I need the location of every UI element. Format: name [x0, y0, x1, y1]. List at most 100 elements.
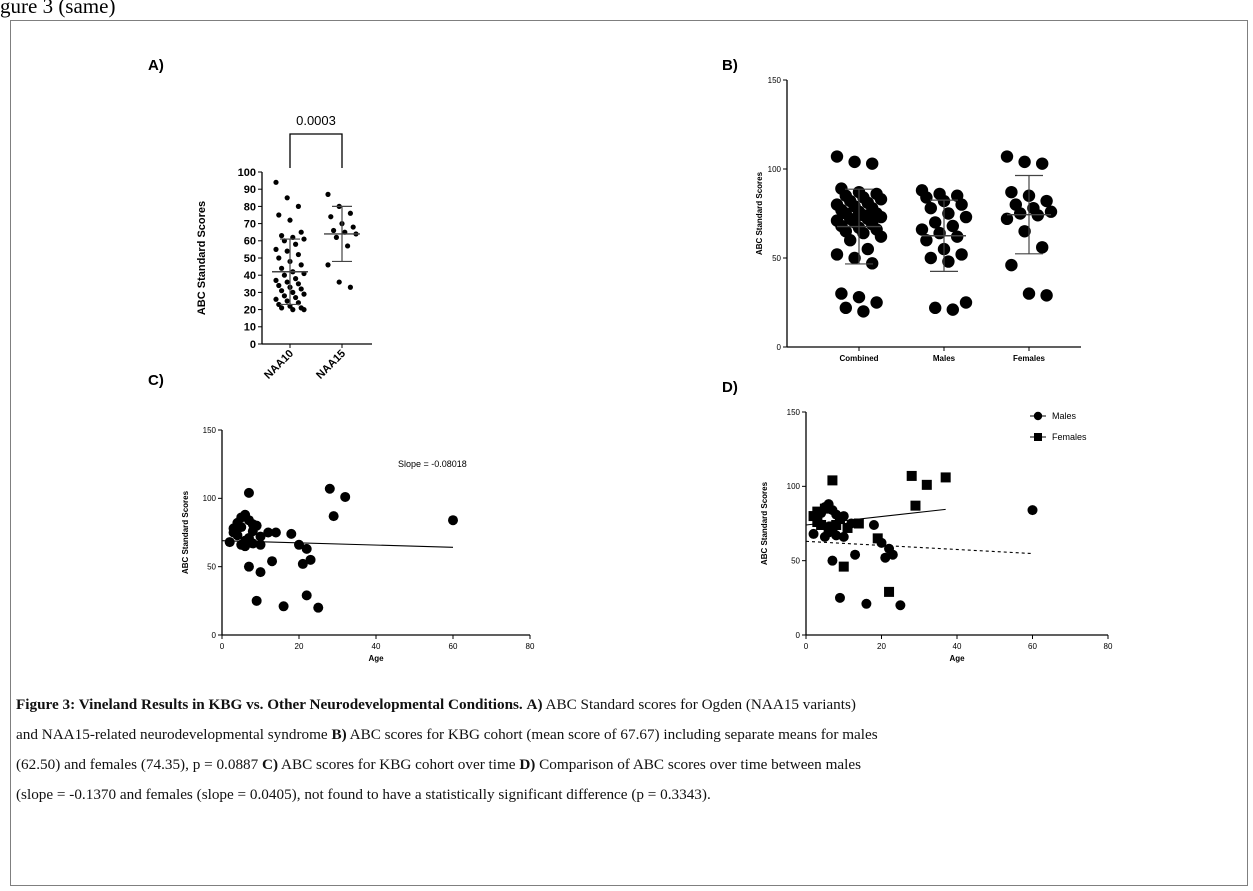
y-tick-label: 150 — [787, 408, 801, 417]
data-point-female — [884, 586, 895, 597]
data-point-male — [834, 592, 845, 603]
y-tick-label: 150 — [203, 426, 217, 435]
x-category-label: NAA10 — [262, 348, 296, 382]
data-point — [236, 522, 247, 533]
y-tick-label: 100 — [238, 167, 256, 179]
y-tick-label: 70 — [244, 218, 256, 230]
data-point — [290, 307, 296, 313]
y-tick-label: 0 — [250, 339, 256, 351]
data-point — [295, 251, 301, 258]
data-point — [293, 241, 299, 247]
data-point — [276, 255, 282, 261]
caption-text-d2: (slope = -0.1370 and females (slope = 0.… — [16, 786, 711, 803]
y-tick-label: 150 — [768, 76, 782, 85]
data-point — [325, 191, 331, 197]
data-point — [1044, 205, 1058, 218]
caption-label-d: D) — [519, 756, 536, 773]
data-point — [301, 590, 312, 601]
x-tick-label: 20 — [877, 642, 886, 651]
data-point-female — [906, 470, 917, 481]
data-point — [279, 233, 285, 239]
data-point — [263, 527, 274, 538]
data-point — [347, 210, 353, 216]
caption-label-c: C) — [262, 756, 279, 773]
caption-text-a2: and NAA15-related neurodevelopmental syn… — [16, 726, 332, 743]
data-point — [298, 286, 304, 292]
caption-text-b2: (62.50) and females (74.35), p = 0.0887 — [16, 756, 263, 773]
data-point — [286, 528, 297, 539]
y-axis-title: ABC Standard Scores — [196, 201, 208, 315]
y-tick-label: 20 — [244, 304, 256, 316]
data-point — [1022, 287, 1036, 300]
y-tick-label: 0 — [796, 631, 801, 640]
data-point — [255, 567, 266, 578]
data-point — [852, 290, 866, 304]
data-point — [281, 272, 287, 278]
figure-frame — [10, 20, 1248, 886]
data-point — [273, 277, 279, 283]
panel-b-chart: B) 0 50 100 150 ABC Standard Scores Combined Ma… — [722, 57, 1081, 363]
data-point — [1040, 194, 1053, 208]
data-point — [835, 287, 848, 300]
data-point — [347, 284, 353, 290]
data-point-female — [834, 514, 845, 525]
data-point — [240, 541, 251, 552]
data-point — [857, 305, 870, 318]
data-point-female — [940, 472, 951, 483]
data-point — [279, 265, 285, 271]
data-point — [295, 203, 301, 209]
data-point — [448, 515, 458, 526]
caption-title: Figure 3: Vineland Results in KBG vs. Ot… — [16, 696, 523, 713]
figure-heading-fragment: gure 3 (same) — [0, 0, 116, 18]
data-point — [224, 537, 235, 548]
x-axis-title: Age — [368, 654, 384, 663]
data-point — [273, 179, 279, 185]
legend-label-females: Females — [1052, 432, 1087, 442]
data-point-female — [872, 533, 883, 544]
data-point-male — [850, 549, 861, 560]
data-point — [267, 556, 278, 567]
x-tick-label: 0 — [220, 642, 225, 651]
y-tick-label: 60 — [244, 236, 256, 248]
data-point — [1005, 185, 1018, 199]
data-point-male — [1027, 505, 1038, 516]
data-point — [920, 234, 933, 247]
data-point — [848, 155, 861, 169]
y-tick-label: 0 — [777, 343, 782, 352]
data-point — [1018, 225, 1031, 238]
data-point — [301, 236, 307, 242]
data-point — [861, 242, 874, 256]
x-category-label: Combined — [839, 354, 878, 363]
data-point — [874, 210, 888, 224]
data-point — [301, 543, 312, 554]
data-point — [232, 530, 243, 541]
y-tick-label: 40 — [244, 270, 256, 282]
data-point — [959, 210, 973, 224]
y-tick-label: 100 — [768, 165, 782, 174]
x-tick-label: 40 — [953, 642, 962, 651]
data-point — [336, 279, 342, 285]
data-point — [874, 230, 888, 243]
y-tick-label: 30 — [244, 287, 256, 299]
panel-a-chart: A) 0 10 20 30 40 50 60 70 80 90 100 ABC Standard Sco… — [148, 57, 372, 382]
data-point — [284, 195, 290, 201]
data-point — [1018, 155, 1031, 169]
data-point — [929, 216, 942, 229]
data-point — [279, 288, 285, 294]
caption-line-4: (slope = -0.1370 and females (slope = 0.… — [16, 780, 1238, 810]
data-point — [297, 558, 308, 569]
data-point — [293, 294, 299, 301]
x-tick-label: 60 — [1028, 642, 1037, 651]
data-point — [305, 554, 316, 565]
data-point — [924, 251, 937, 265]
caption-line-3: (62.50) and females (74.35), p = 0.0887 … — [16, 750, 1238, 780]
y-tick-label: 90 — [244, 184, 256, 196]
panel-d-chart: D) 0 50 100 150 ABC Standard Scores 0 20 40 60 80 A… — [722, 379, 1113, 663]
data-point — [281, 293, 287, 299]
data-point — [328, 511, 339, 522]
data-point — [276, 301, 282, 308]
data-point — [924, 201, 937, 215]
y-axis-title: ABC Standard Scores — [181, 490, 190, 574]
data-point — [942, 207, 955, 220]
data-point-male — [831, 530, 842, 541]
